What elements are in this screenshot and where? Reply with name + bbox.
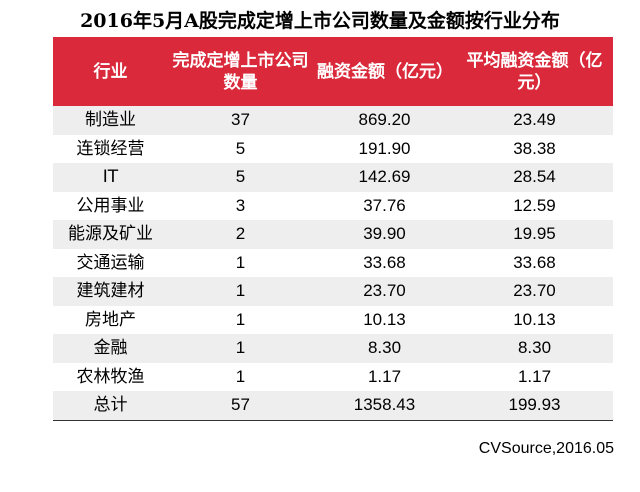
cell-count: 1 [168, 305, 313, 334]
cell-amount: 191.90 [313, 134, 456, 163]
cell-industry: 金融 [53, 334, 168, 363]
cell-count: 3 [168, 191, 313, 220]
cell-industry: 连锁经营 [53, 134, 168, 163]
cell-count: 1 [168, 334, 313, 363]
cell-count: 1 [168, 277, 313, 306]
cell-amount: 39.90 [313, 220, 456, 249]
cell-average: 38.38 [456, 134, 613, 163]
cell-count: 57 [168, 391, 313, 421]
table-row: 公用事业 3 37.76 12.59 [53, 191, 613, 220]
cell-amount: 142.69 [313, 163, 456, 192]
table-row: 农林牧渔 1 1.17 1.17 [53, 362, 613, 391]
cell-industry: 公用事业 [53, 191, 168, 220]
header-count: 完成定增上市公司数量 [168, 37, 313, 106]
cell-count: 5 [168, 134, 313, 163]
table-row: 制造业 37 869.20 23.49 [53, 106, 613, 135]
header-industry: 行业 [53, 37, 168, 106]
cell-amount: 37.76 [313, 191, 456, 220]
cell-average: 199.93 [456, 391, 613, 421]
cell-amount: 23.70 [313, 277, 456, 306]
cell-average: 33.68 [456, 248, 613, 277]
cell-amount: 869.20 [313, 106, 456, 135]
cell-average: 23.49 [456, 106, 613, 135]
cell-industry: 房地产 [53, 305, 168, 334]
cell-average: 28.54 [456, 163, 613, 192]
table-row: 建筑建材 1 23.70 23.70 [53, 277, 613, 306]
cell-count: 1 [168, 248, 313, 277]
cell-count: 1 [168, 362, 313, 391]
cell-average: 19.95 [456, 220, 613, 249]
header-average: 平均融资金额（亿元） [456, 37, 613, 106]
cell-amount: 33.68 [313, 248, 456, 277]
cell-average: 23.70 [456, 277, 613, 306]
table-row: 房地产 1 10.13 10.13 [53, 305, 613, 334]
source-note: CVSource,2016.05 [478, 440, 614, 457]
cell-industry: 总计 [53, 391, 168, 421]
cell-amount: 8.30 [313, 334, 456, 363]
table-row: 能源及矿业 2 39.90 19.95 [53, 220, 613, 249]
cell-amount: 1.17 [313, 362, 456, 391]
table-row: 金融 1 8.30 8.30 [53, 334, 613, 363]
table-row: IT 5 142.69 28.54 [53, 163, 613, 192]
cell-count: 5 [168, 163, 313, 192]
industry-table: 行业 完成定增上市公司数量 融资金额（亿元） 平均融资金额（亿元） 制造业 37 8… [53, 37, 613, 421]
cell-average: 12.59 [456, 191, 613, 220]
table-title: 2016年5月A股完成定增上市公司数量及金额按行业分布 [80, 10, 560, 32]
table-row: 连锁经营 5 191.90 38.38 [53, 134, 613, 163]
cell-industry: 能源及矿业 [53, 220, 168, 249]
cell-amount: 1358.43 [313, 391, 456, 421]
cell-industry: 制造业 [53, 106, 168, 135]
cell-amount: 10.13 [313, 305, 456, 334]
table-row: 交通运输 1 33.68 33.68 [53, 248, 613, 277]
cell-industry: 农林牧渔 [53, 362, 168, 391]
header-row: 行业 完成定增上市公司数量 融资金额（亿元） 平均融资金额（亿元） [53, 37, 613, 106]
cell-industry: 交通运输 [53, 248, 168, 277]
cell-average: 8.30 [456, 334, 613, 363]
cell-count: 2 [168, 220, 313, 249]
total-row: 总计 57 1358.43 199.93 [53, 391, 613, 421]
cell-average: 10.13 [456, 305, 613, 334]
header-amount: 融资金额（亿元） [313, 37, 456, 106]
cell-industry: 建筑建材 [53, 277, 168, 306]
cell-count: 37 [168, 106, 313, 135]
cell-average: 1.17 [456, 362, 613, 391]
cell-industry: IT [53, 163, 168, 192]
